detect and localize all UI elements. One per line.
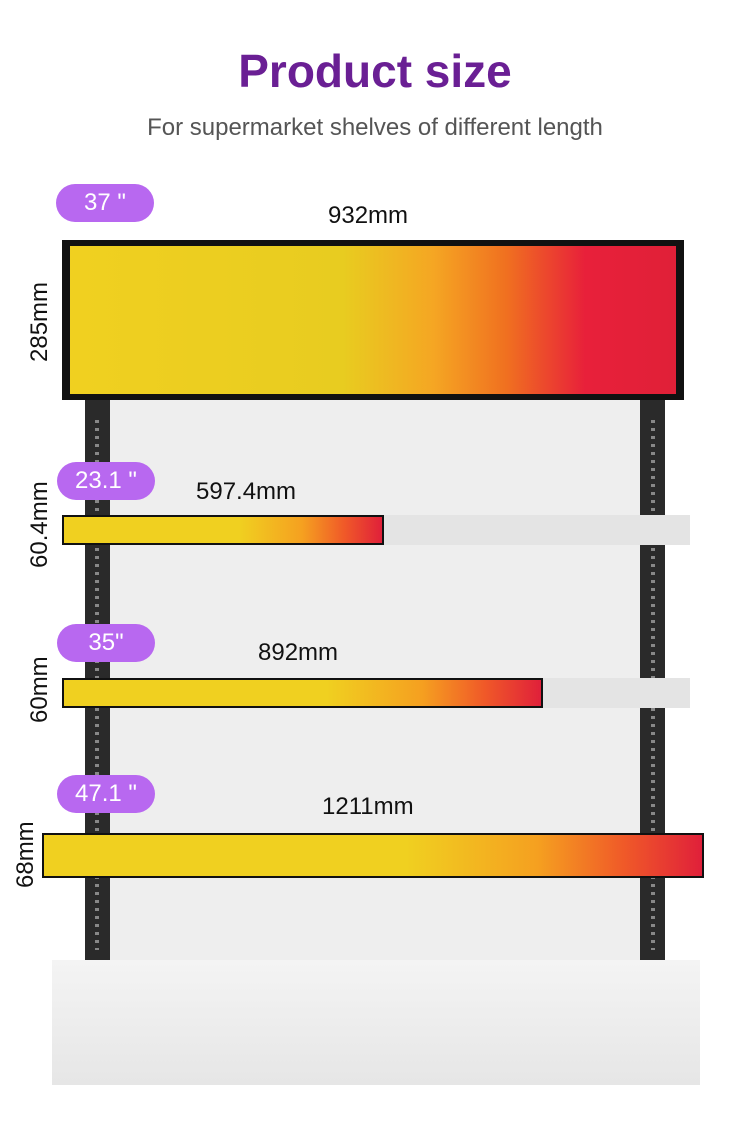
height-label: 68mm [12, 821, 39, 888]
height-label: 60.4mm [26, 481, 53, 568]
width-label: 892mm [258, 639, 339, 666]
size-badge: 35" [57, 624, 155, 662]
height-label: 285mm [26, 281, 53, 362]
shelf-frame [52, 400, 700, 1085]
width-label: 1211mm [322, 793, 414, 820]
screens [42, 240, 704, 878]
width-label: 597.4mm [196, 478, 297, 505]
size-badge: 23.1 " [57, 462, 155, 500]
subtitle: For supermarket shelves of different len… [147, 114, 603, 141]
size-badge: 47.1 " [57, 775, 155, 813]
size-badge: 37 " [56, 184, 154, 222]
title: Product size [238, 45, 512, 97]
width-label: 932mm [328, 202, 409, 229]
height-label: 60mm [26, 656, 53, 723]
